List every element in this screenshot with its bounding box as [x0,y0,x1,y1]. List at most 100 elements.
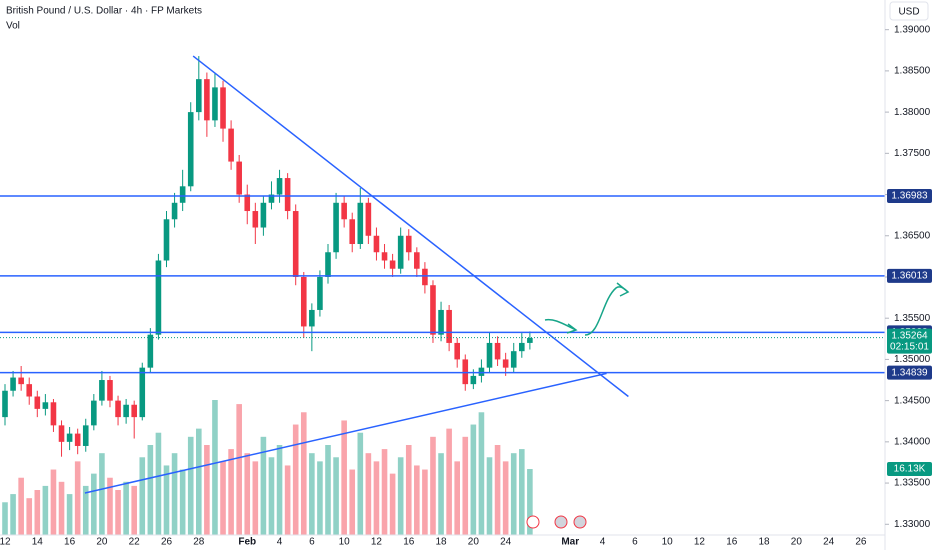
candle-body [18,377,24,385]
trendline [192,55,629,398]
volume-bar [220,461,226,535]
candle-body [438,309,444,335]
volume-bar [252,461,259,535]
y-tick-label: 1.35500 [894,313,931,324]
volume-bar [300,412,307,535]
volume-bar [82,485,89,535]
x-tick-label: 16 [64,537,76,548]
candle-body [155,260,162,335]
volume-bar [276,445,283,535]
x-tick-label: 18 [758,537,770,548]
candle-body [510,351,517,368]
candle-body [381,252,388,261]
candle-body [99,380,105,401]
x-tick-label: 6 [632,537,638,548]
x-tick-label: 4 [600,537,606,548]
candle-body [341,202,347,220]
y-tick-label: 1.38000 [894,107,931,118]
candle-body [236,161,242,195]
y-tick-label: 1.36500 [894,230,931,241]
candle-body [179,186,186,203]
candle-body [519,342,525,352]
candle-body [50,402,57,426]
y-tick-label: 1.34000 [894,436,931,447]
volume-bar [74,461,81,535]
volume-label-box [887,462,932,477]
trendline [84,372,607,494]
event-icon[interactable] [573,515,587,529]
candle-body [397,235,404,269]
candle-body [2,390,8,418]
volume-bar [2,502,8,535]
volume-bar [502,461,509,535]
event-icon[interactable] [554,515,568,529]
candle-body [309,309,315,327]
volume-bar [163,465,170,535]
volume-bar [228,449,234,535]
level-label-box [887,268,932,283]
level-label: 1.36013 [891,271,928,282]
volume-bar [50,469,57,535]
volume-bar [260,436,267,535]
volume-bar [357,432,364,535]
volume-bar [527,469,533,535]
volume-bar [486,457,493,535]
x-tick-label: 22 [129,537,141,548]
x-tick-label: 12 [694,537,706,548]
y-tick-label: 1.33500 [894,478,931,489]
arrow-path [584,286,629,336]
y-tick-label: 1.33000 [894,519,931,530]
volume-bar [139,457,146,535]
candle-body [107,380,113,401]
level-label: 1.34839 [891,367,928,378]
x-tick-label: 14 [32,537,44,548]
volume-bar [510,453,517,535]
candle-body [34,396,41,409]
volume-bar [309,453,315,535]
volume-bar [131,485,137,535]
candle-body [325,252,331,277]
candle-body [91,400,97,426]
volume-title: Vol [6,21,20,32]
arrow-path [544,318,577,331]
candle-body [333,202,339,253]
candle-body [486,342,493,368]
candle-body [66,433,73,442]
x-tick-label: 20 [96,537,108,548]
x-tick-label: 26 [855,537,867,548]
currency[interactable]: USD [898,7,919,18]
level-label-box [887,188,932,203]
volume-bar [454,461,460,535]
event-icon[interactable] [526,515,540,529]
y-tick-label: 1.37500 [894,148,931,159]
x-tick-label: 24 [823,537,835,548]
volume-bar [18,477,24,535]
volume-bar [42,485,49,535]
candle-body [365,202,372,236]
volume-bar [10,494,16,535]
currency-box[interactable] [889,1,929,21]
candle-body [502,359,509,368]
candle-body [268,194,275,203]
y-tick-label: 1.38500 [894,66,931,77]
volume-bar [349,469,356,535]
x-tick-label: 18 [435,537,447,548]
x-tick-label: 10 [662,537,674,548]
plot-layer [0,55,885,535]
candle-body [115,400,121,418]
candle-body [454,342,460,360]
candle-body [389,260,396,269]
y-tick-label: 1.35000 [894,354,931,365]
x-tick-label: 16 [726,537,738,548]
candle-body [284,178,291,212]
x-tick-label: 16 [403,537,415,548]
x-tick-label: 24 [500,537,512,548]
freehand-arrow [544,282,630,336]
volume-bar [422,469,428,535]
volume-bar [519,449,525,535]
volume-bar [414,465,420,535]
candle-body [212,87,218,121]
volume-bar [99,453,105,535]
candle-body [10,377,16,391]
